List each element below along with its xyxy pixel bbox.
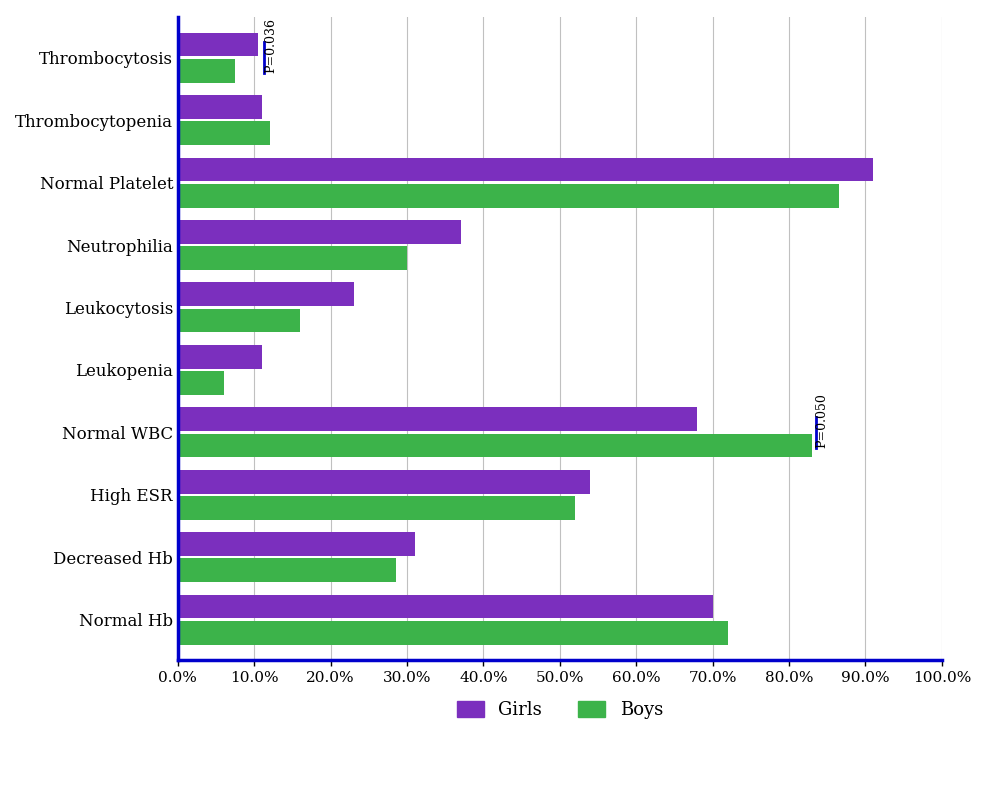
Bar <box>177 282 354 307</box>
Text: P=0.050: P=0.050 <box>815 393 828 448</box>
Bar <box>177 59 235 83</box>
Bar <box>177 532 415 556</box>
Bar <box>177 371 224 395</box>
Bar <box>177 559 395 582</box>
Bar <box>177 220 460 244</box>
Bar <box>177 184 839 208</box>
Bar <box>177 158 873 182</box>
Bar <box>177 246 407 270</box>
Bar <box>177 345 262 369</box>
Bar <box>177 95 262 119</box>
Legend: Girls, Boys: Girls, Boys <box>448 692 671 729</box>
Bar <box>177 434 811 457</box>
Bar <box>177 407 697 431</box>
Bar <box>177 470 591 494</box>
Bar <box>177 121 269 145</box>
Bar <box>177 33 258 57</box>
Bar <box>177 496 575 520</box>
Text: P=0.036: P=0.036 <box>264 18 277 73</box>
Bar <box>177 595 713 619</box>
Bar <box>177 309 300 332</box>
Bar <box>177 621 728 645</box>
